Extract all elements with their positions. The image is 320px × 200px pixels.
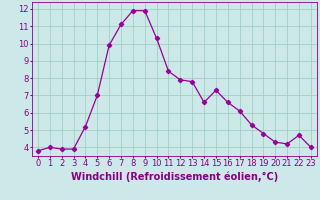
X-axis label: Windchill (Refroidissement éolien,°C): Windchill (Refroidissement éolien,°C) — [71, 171, 278, 182]
